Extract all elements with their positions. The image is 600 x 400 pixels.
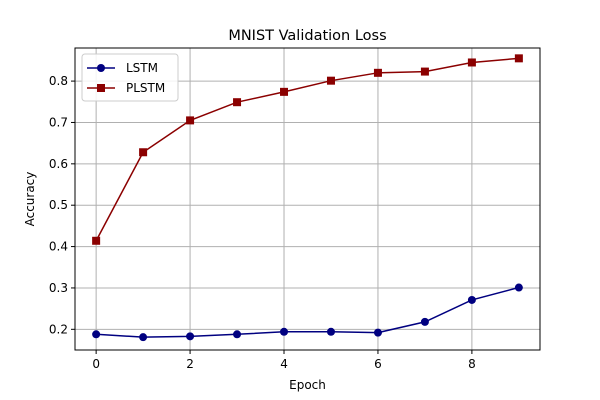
data-point-plstm (514, 54, 523, 63)
data-point-plstm (92, 236, 101, 245)
series-lstm (92, 283, 523, 342)
plot-area (74, 47, 541, 351)
data-point-plstm (373, 68, 382, 77)
x-tick-label: 2 (186, 357, 194, 371)
data-point-plstm (233, 98, 242, 107)
data-point-lstm (420, 317, 429, 326)
legend-marker-lstm (97, 64, 105, 72)
data-point-lstm (92, 330, 101, 339)
y-tick-label: 0.8 (49, 74, 68, 88)
y-tick-label: 0.4 (49, 240, 68, 254)
x-tick-label: 8 (468, 357, 476, 371)
data-point-lstm (326, 327, 335, 336)
legend-marker-plstm (97, 84, 105, 92)
x-tick-label: 6 (374, 357, 382, 371)
data-point-plstm (280, 87, 289, 96)
series-line-plstm (95, 57, 519, 242)
data-point-lstm (139, 333, 148, 342)
data-point-lstm (233, 330, 242, 339)
legend: LSTM PLSTM (81, 53, 179, 102)
y-axis-label: Accuracy (23, 172, 37, 227)
x-axis-label: Epoch (289, 378, 326, 392)
grid (75, 48, 540, 350)
legend-label-lstm: LSTM (126, 61, 158, 75)
series-line-lstm (96, 286, 520, 338)
data-point-plstm (186, 116, 195, 125)
legend-label-plstm: PLSTM (126, 81, 165, 95)
data-point-plstm (139, 148, 148, 157)
y-tick-label: 0.3 (49, 281, 68, 295)
data-point-plstm (467, 58, 476, 67)
data-point-lstm (467, 295, 476, 304)
series-layer (92, 54, 523, 342)
y-tick-label: 0.7 (49, 115, 68, 129)
chart-title: MNIST Validation Loss (228, 28, 386, 44)
y-tick-label: 0.6 (49, 157, 68, 171)
data-point-lstm (514, 283, 523, 292)
data-point-lstm (373, 328, 382, 337)
data-point-plstm (326, 76, 335, 85)
axis-ticks: 0 2 4 6 8 0.2 0.3 0.4 0.5 0.6 0.7 0.8 (49, 74, 476, 371)
data-point-plstm (420, 67, 429, 76)
x-tick-label: 4 (280, 357, 288, 371)
x-tick-label: 0 (92, 357, 100, 371)
series-plstm (92, 54, 523, 245)
y-tick-label: 0.2 (49, 322, 68, 336)
legend-box (81, 53, 179, 102)
y-tick-label: 0.5 (49, 198, 68, 212)
data-point-lstm (280, 327, 289, 336)
data-point-lstm (186, 332, 195, 341)
